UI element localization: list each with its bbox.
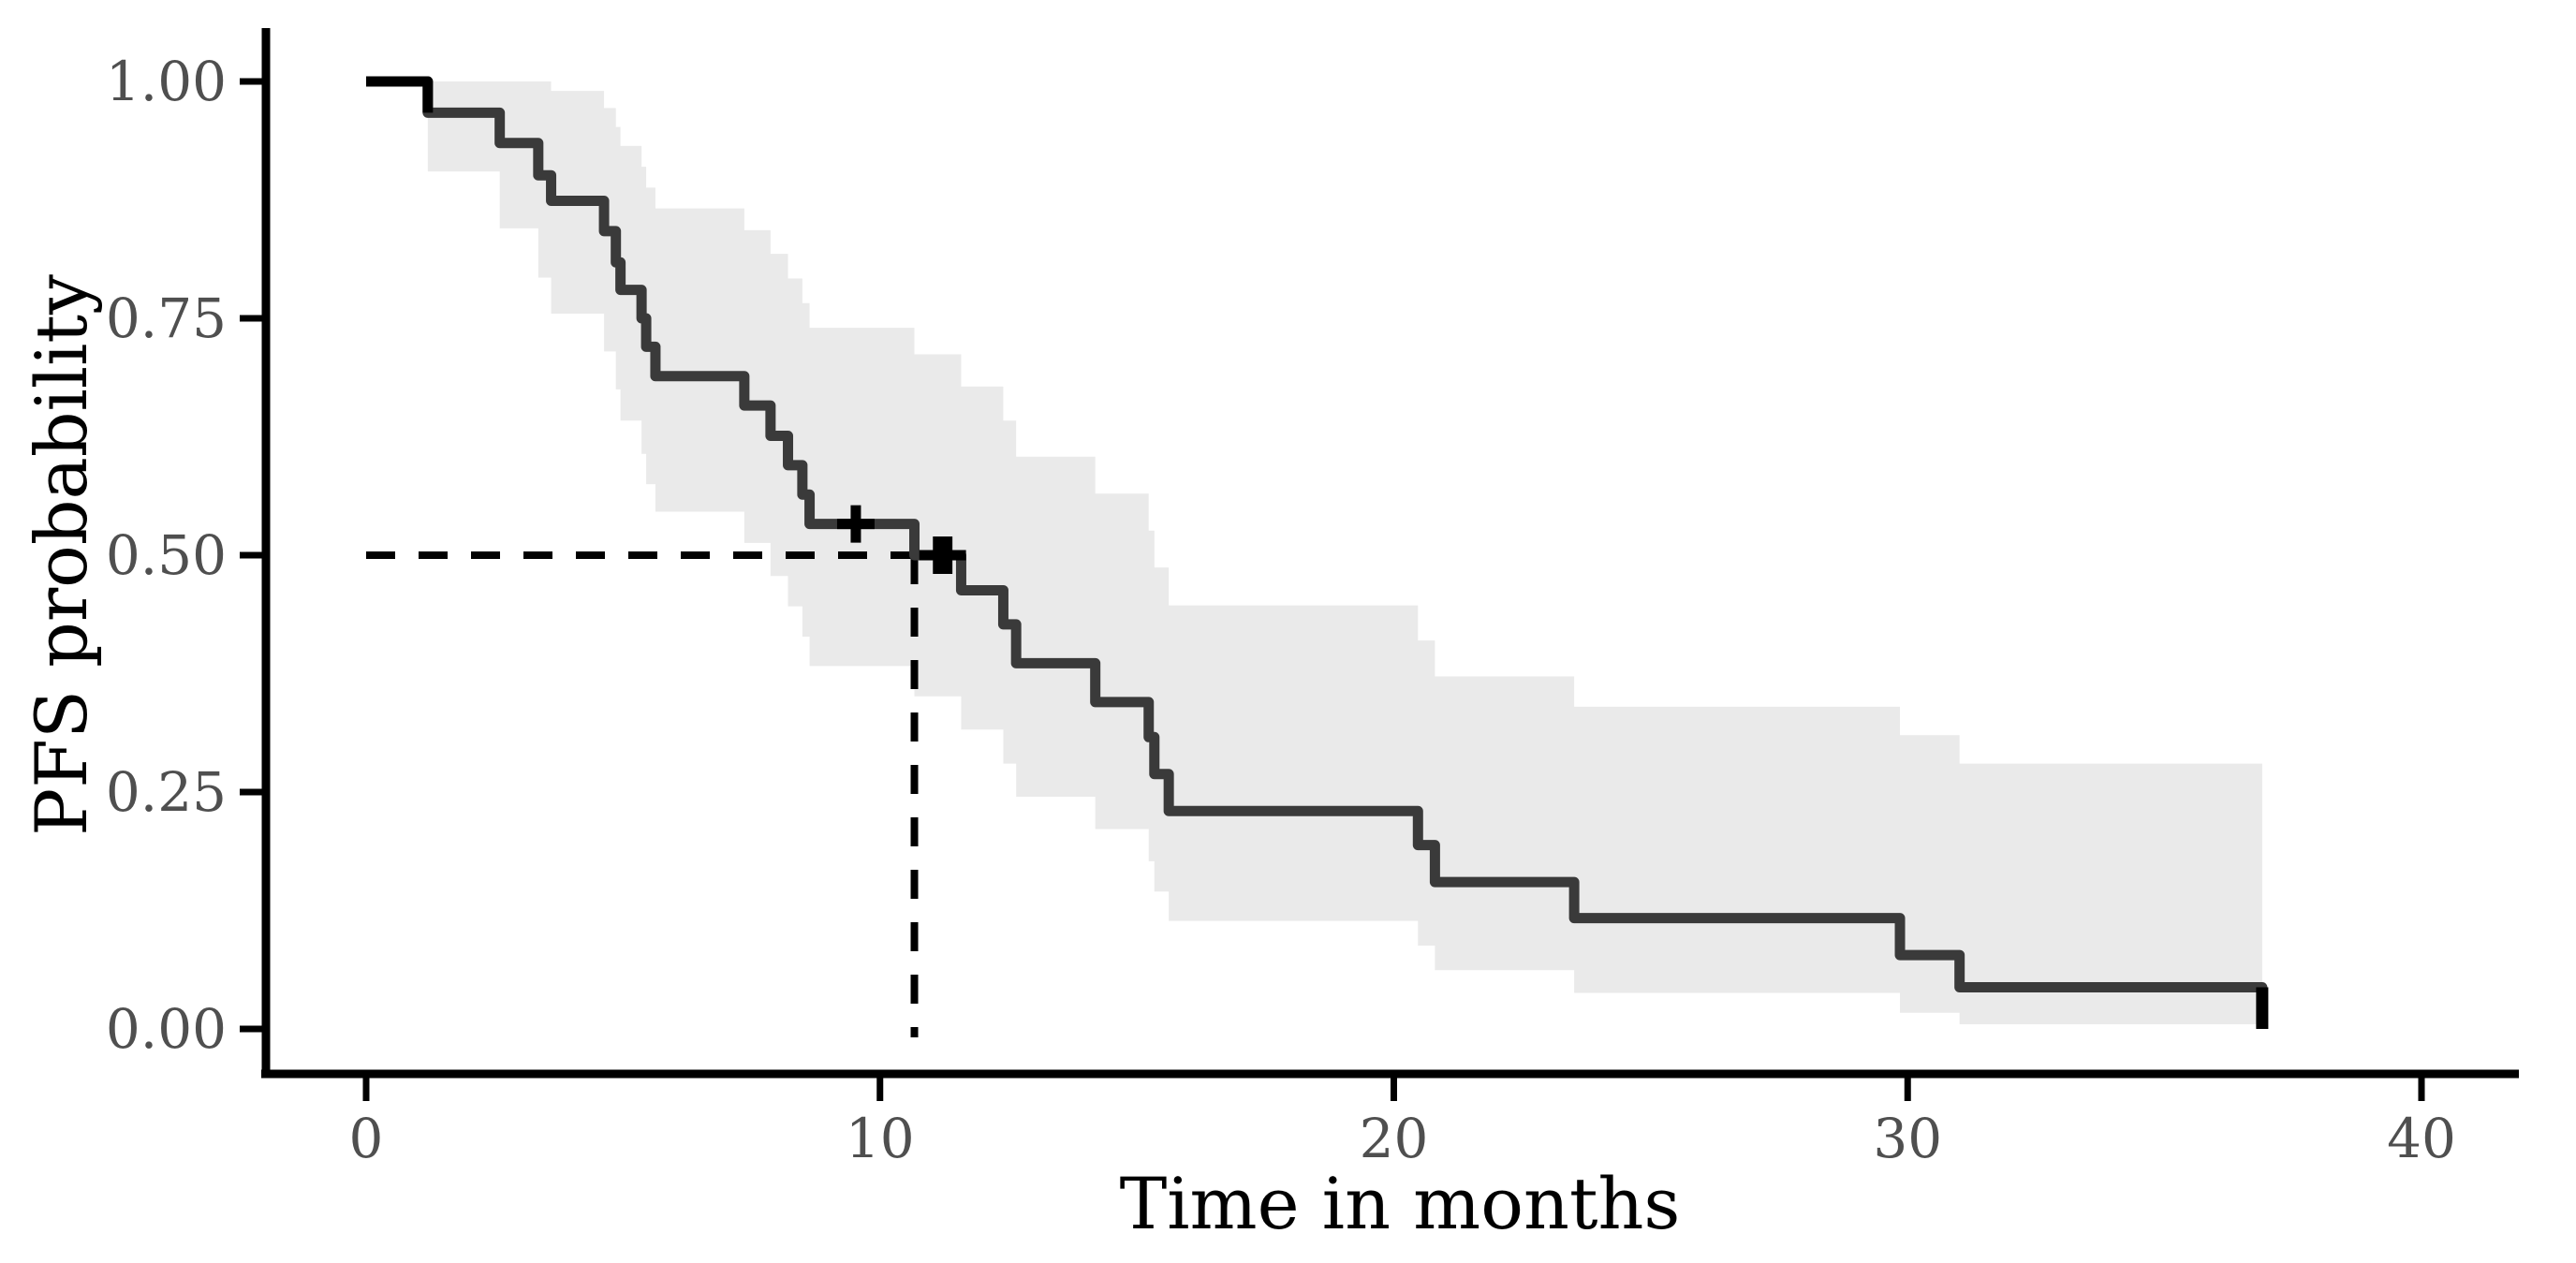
survival-curve-layer bbox=[366, 76, 2269, 1029]
censor-mark bbox=[928, 536, 966, 574]
censor-mark bbox=[836, 505, 875, 543]
km-curve-start-segment bbox=[366, 76, 434, 113]
confidence-band-layer bbox=[427, 81, 2262, 1024]
x-tick-label: 30 bbox=[1873, 1107, 1942, 1170]
x-tick-label: 20 bbox=[1360, 1107, 1429, 1170]
x-tick-label: 0 bbox=[349, 1107, 384, 1170]
x-tick-label: 40 bbox=[2387, 1107, 2456, 1170]
x-tick-label: 10 bbox=[846, 1107, 915, 1170]
y-tick-label: 0.25 bbox=[106, 760, 227, 824]
y-tick-label: 1.00 bbox=[106, 50, 227, 113]
km-step-curve bbox=[366, 76, 2268, 1029]
y-axis-title: PFS probability bbox=[20, 274, 103, 836]
axes-layer: 0.00 0.25 0.50 0.75 1.00 0 10 20 30 40 bbox=[106, 28, 2519, 1170]
y-tick-label: 0.00 bbox=[106, 997, 227, 1061]
y-tick-label: 0.75 bbox=[106, 286, 227, 350]
median-annotation-layer bbox=[366, 551, 919, 1037]
confidence-band bbox=[427, 81, 2262, 1024]
y-tick-label: 0.50 bbox=[106, 523, 227, 587]
censor-marks-layer bbox=[836, 505, 966, 574]
x-axis-title: Time in months bbox=[1120, 1162, 1681, 1245]
